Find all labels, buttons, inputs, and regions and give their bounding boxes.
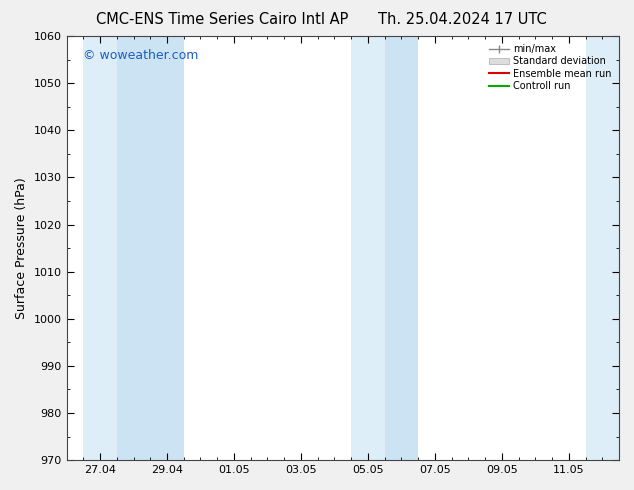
Legend: min/max, Standard deviation, Ensemble mean run, Controll run: min/max, Standard deviation, Ensemble me… [486,41,614,94]
Y-axis label: Surface Pressure (hPa): Surface Pressure (hPa) [15,177,28,319]
Text: © woweather.com: © woweather.com [83,49,198,62]
Bar [83,36,117,460]
Bar [117,36,184,460]
Bar [586,36,619,460]
Text: Th. 25.04.2024 17 UTC: Th. 25.04.2024 17 UTC [378,12,547,27]
Bar [351,36,385,460]
Text: CMC-ENS Time Series Cairo Intl AP: CMC-ENS Time Series Cairo Intl AP [96,12,348,27]
Bar [385,36,418,460]
